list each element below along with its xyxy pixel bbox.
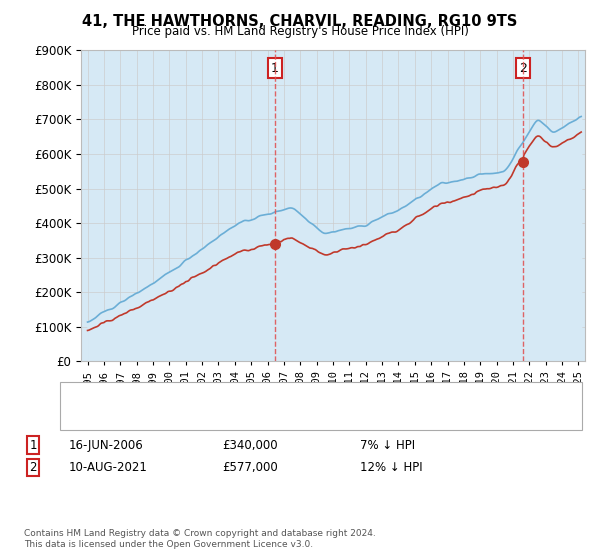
Text: 1: 1 bbox=[29, 438, 37, 452]
Text: ——: —— bbox=[78, 390, 109, 405]
Text: Price paid vs. HM Land Registry's House Price Index (HPI): Price paid vs. HM Land Registry's House … bbox=[131, 25, 469, 38]
Text: HPI: Average price, detached house, Wokingham: HPI: Average price, detached house, Woki… bbox=[120, 411, 374, 421]
Text: 2: 2 bbox=[29, 461, 37, 474]
Text: 2: 2 bbox=[519, 62, 527, 74]
Text: 41, THE HAWTHORNS, CHARVIL, READING, RG10 9TS (detached house): 41, THE HAWTHORNS, CHARVIL, READING, RG1… bbox=[120, 393, 490, 403]
Text: 7% ↓ HPI: 7% ↓ HPI bbox=[360, 438, 415, 452]
Text: 16-JUN-2006: 16-JUN-2006 bbox=[69, 438, 144, 452]
Text: 12% ↓ HPI: 12% ↓ HPI bbox=[360, 461, 422, 474]
Text: £577,000: £577,000 bbox=[222, 461, 278, 474]
Text: 41, THE HAWTHORNS, CHARVIL, READING, RG10 9TS: 41, THE HAWTHORNS, CHARVIL, READING, RG1… bbox=[82, 14, 518, 29]
Text: £340,000: £340,000 bbox=[222, 438, 278, 452]
Text: 10-AUG-2021: 10-AUG-2021 bbox=[69, 461, 148, 474]
Text: 1: 1 bbox=[271, 62, 279, 74]
Text: ——: —— bbox=[78, 409, 109, 423]
Text: Contains HM Land Registry data © Crown copyright and database right 2024.
This d: Contains HM Land Registry data © Crown c… bbox=[24, 529, 376, 549]
